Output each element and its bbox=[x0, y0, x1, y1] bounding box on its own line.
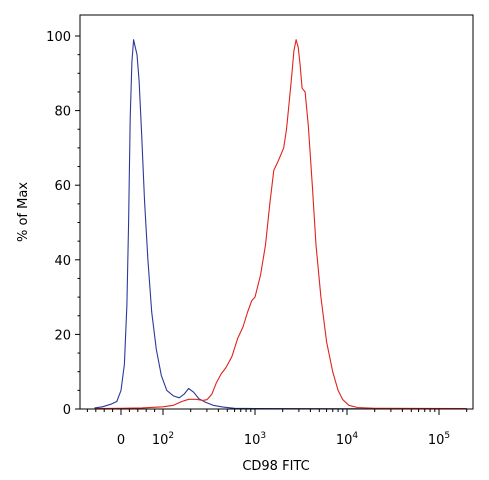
x-tick-label: 105 bbox=[428, 431, 450, 448]
x-tick-label: 102 bbox=[152, 431, 174, 448]
tick-labels: 0 20 40 60 80 100 0 102 103 104 105 bbox=[46, 30, 450, 448]
y-tick-label: 60 bbox=[54, 179, 71, 194]
series-line-1 bbox=[94, 39, 467, 410]
y-tick-label: 0 bbox=[63, 403, 71, 418]
x-axis-label: CD98 FITC bbox=[242, 459, 309, 474]
x-tick-label: 0 bbox=[117, 433, 125, 448]
y-tick-label: 80 bbox=[54, 105, 71, 120]
series-layer bbox=[94, 39, 467, 410]
y-tick-label: 40 bbox=[54, 254, 71, 269]
x-tick-label: 103 bbox=[244, 431, 266, 448]
tick-marks bbox=[75, 35, 468, 415]
y-tick-label: 20 bbox=[54, 328, 71, 343]
series-line-2 bbox=[94, 39, 467, 410]
plot-frame bbox=[79, 14, 474, 410]
x-tick-label: 104 bbox=[336, 431, 359, 448]
y-axis-label: % of Max bbox=[16, 182, 31, 242]
y-tick-label: 100 bbox=[46, 30, 71, 45]
